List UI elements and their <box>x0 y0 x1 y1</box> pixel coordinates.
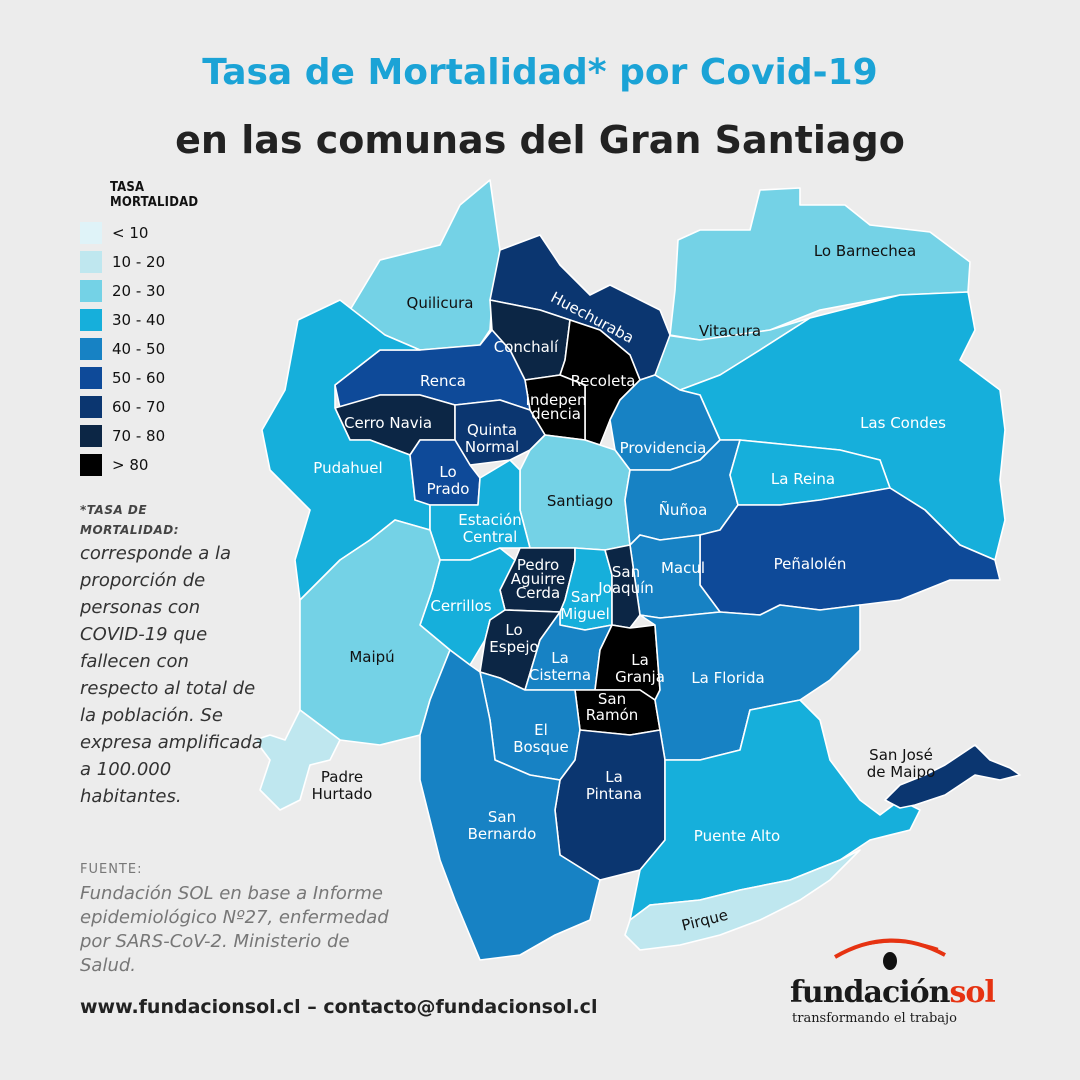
label-la-cisterna: La Cisterna <box>529 649 591 684</box>
label-san-bernardo: San Bernardo <box>468 808 537 843</box>
legend-title-line1: TASA <box>110 180 145 195</box>
legend-item: 60 - 70 <box>80 392 198 421</box>
label-vitacura: Vitacura <box>699 322 761 340</box>
label-la-granja: La Granja <box>615 651 665 686</box>
label-recoleta: Recoleta <box>571 372 636 390</box>
fundacion-sol-logo: fundaciónsol transformando el trabajo <box>790 925 1030 1035</box>
label-lo-espejo: Lo Espejo <box>489 621 538 656</box>
legend-item: 40 - 50 <box>80 334 198 363</box>
label-macul: Macul <box>661 559 705 577</box>
legend-item: < 10 <box>80 218 198 247</box>
region-padre-hurtado[interactable] <box>254 709 341 811</box>
label-penalolen: Peñalolén <box>774 555 847 573</box>
label-padre-hurtado: Padre Hurtado <box>312 768 373 803</box>
label-san-jose-de-maipo: San José de Maipo <box>867 746 936 781</box>
legend-label: 50 - 60 <box>112 368 166 387</box>
legend-item: 20 - 30 <box>80 276 198 305</box>
legend-items: < 10 10 - 20 20 - 30 30 - 40 40 - 50 50 - 60 6… <box>80 218 198 479</box>
label-quilicura: Quilicura <box>407 294 474 312</box>
label-lo-prado: Lo Prado <box>427 463 470 498</box>
legend-label: 10 - 20 <box>112 252 166 271</box>
logo-tagline: transformando el trabajo <box>792 1011 957 1026</box>
legend-label: 70 - 80 <box>112 426 166 445</box>
legend-item: 30 - 40 <box>80 305 198 334</box>
region-san-bernardo[interactable] <box>419 649 601 961</box>
label-estacion-central: Estación Central <box>458 511 521 546</box>
legend: TASA MORTALIDAD < 10 10 - 20 20 - 30 30 - 4… <box>80 180 198 479</box>
legend-label: 30 - 40 <box>112 310 166 329</box>
legend-item: 50 - 60 <box>80 363 198 392</box>
legend-item: 10 - 20 <box>80 247 198 276</box>
title-line-2: en las comunas del Gran Santiago <box>175 118 905 162</box>
region-pirque[interactable] <box>624 849 861 951</box>
label-la-reina: La Reina <box>771 470 835 488</box>
label-pedro-aguirre-cerda: Pedro Aguirre Cerda <box>511 556 565 602</box>
label-san-joaquin: San Joaquín <box>597 563 654 597</box>
legend-label: 60 - 70 <box>112 397 166 416</box>
legend-title: TASA MORTALIDAD <box>110 180 198 210</box>
label-providencia: Providencia <box>620 439 707 457</box>
label-nunoa: Ñuñoa <box>659 500 708 519</box>
source-body: Fundación SOL en base a Informe epidemio… <box>80 883 389 976</box>
label-la-pintana: La Pintana <box>586 768 642 803</box>
legend-swatch <box>80 308 102 331</box>
label-el-bosque: El Bosque <box>513 721 569 756</box>
label-puente-alto: Puente Alto <box>694 827 780 845</box>
label-quinta-normal: Quinta Normal <box>465 421 519 456</box>
legend-swatch <box>80 424 102 447</box>
label-las-condes: Las Condes <box>860 414 946 432</box>
region-recoleta[interactable] <box>559 319 641 446</box>
eye-icon <box>833 938 946 970</box>
legend-label: 40 - 50 <box>112 339 166 358</box>
source-note: FUENTE: Fundación SOL en base a Informe … <box>80 858 410 978</box>
note-head-line1: *TASA DE <box>80 503 148 517</box>
label-san-ramon: San Ramón <box>586 690 639 724</box>
label-cerrillos: Cerrillos <box>430 597 491 615</box>
legend-swatch <box>80 366 102 389</box>
legend-swatch <box>80 337 102 360</box>
note-head-line2: MORTALIDAD: <box>80 523 180 537</box>
legend-swatch <box>80 395 102 418</box>
label-conchali: Conchalí <box>494 338 559 356</box>
label-renca: Renca <box>420 372 466 390</box>
note-body: corresponde a la proporción de personas … <box>80 543 263 807</box>
label-independencia: Indepen dencia <box>526 391 587 423</box>
region-la-pintana[interactable] <box>554 729 666 881</box>
legend-label: 20 - 30 <box>112 281 166 300</box>
legend-swatch <box>80 221 102 244</box>
legend-swatch <box>80 279 102 302</box>
label-lo-barnechea: Lo Barnechea <box>814 242 916 260</box>
legend-swatch <box>80 453 102 476</box>
legend-swatch <box>80 250 102 273</box>
label-pudahuel: Pudahuel <box>313 459 382 477</box>
region-san-joaquin[interactable] <box>604 544 641 629</box>
label-la-florida: La Florida <box>691 669 764 687</box>
source-head: FUENTE: <box>80 862 143 877</box>
label-santiago: Santiago <box>547 492 613 510</box>
footer-contact[interactable]: www.fundacionsol.cl – contacto@fundacion… <box>80 996 598 1018</box>
title-line-1: Tasa de Mortalidad* por Covid-19 <box>202 52 878 93</box>
map-labels: Lo Barnechea Quilicura Huechuraba Vitacu… <box>312 242 946 935</box>
label-cerro-navia: Cerro Navia <box>344 414 432 432</box>
legend-item: 70 - 80 <box>80 421 198 450</box>
region-san-jose-de-maipo[interactable] <box>884 744 1021 809</box>
label-san-miguel: San Miguel <box>560 588 610 623</box>
legend-item: > 80 <box>80 450 198 479</box>
legend-title-line2: MORTALIDAD <box>110 195 199 210</box>
label-maipu: Maipú <box>349 648 394 666</box>
legend-label: < 10 <box>112 223 149 242</box>
definition-note: *TASA DE MORTALIDAD: corresponde a la pr… <box>80 500 265 810</box>
legend-label: > 80 <box>112 455 149 474</box>
logo-wordmark: fundaciónsol <box>790 975 996 1010</box>
